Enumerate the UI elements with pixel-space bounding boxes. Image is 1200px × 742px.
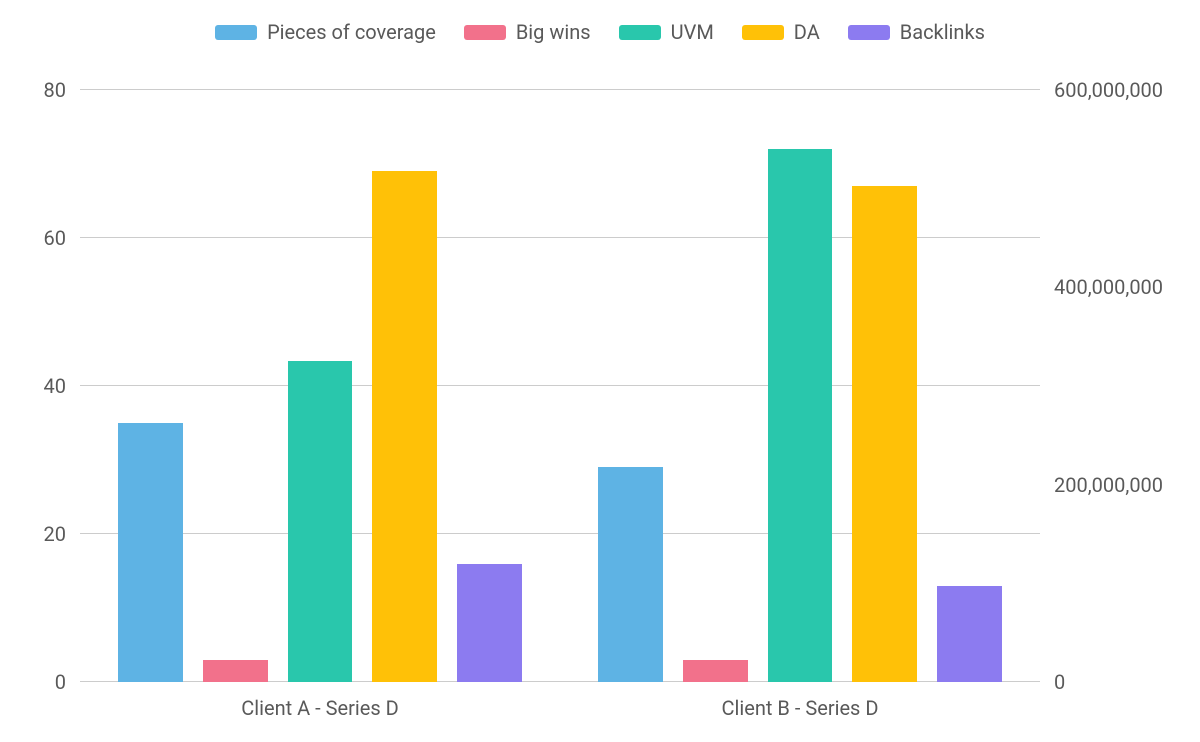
x-tick-label: Client B - Series D [722,682,879,720]
legend-label: Pieces of coverage [267,20,436,44]
bar [118,423,183,682]
bar [852,186,917,682]
bar [683,660,748,682]
legend-swatch [742,25,784,40]
chart-legend: Pieces of coverage Big wins UVM DA Backlinks [0,20,1200,44]
grid-line [80,89,1040,90]
legend-item: UVM [619,20,714,44]
y-right-tick-label: 0 [1040,670,1065,694]
legend-label: UVM [671,20,714,44]
chart-container: Pieces of coverage Big wins UVM DA Backlinks… [0,0,1200,742]
bar [457,564,522,682]
legend-item: Pieces of coverage [215,20,436,44]
legend-item: Backlinks [848,20,985,44]
legend-swatch [848,25,890,40]
bar [937,586,1002,682]
y-left-tick-label: 40 [44,374,80,398]
legend-item: Big wins [464,20,591,44]
legend-swatch [619,25,661,40]
legend-swatch [464,25,506,40]
y-right-tick-label: 600,000,000 [1040,78,1163,102]
legend-label: DA [794,20,820,44]
y-right-tick-label: 200,000,000 [1040,473,1163,497]
bar [203,660,268,682]
y-left-tick-label: 80 [44,78,80,102]
y-left-tick-label: 60 [44,226,80,250]
legend-swatch [215,25,257,40]
y-left-tick-label: 20 [44,522,80,546]
y-left-tick-label: 0 [55,670,80,694]
x-tick-label: Client A - Series D [241,682,399,720]
bar [288,361,353,682]
legend-label: Big wins [516,20,591,44]
legend-item: DA [742,20,820,44]
bar [372,171,437,682]
legend-label: Backlinks [900,20,985,44]
plot-area: 0204060800200,000,000400,000,000600,000,… [80,90,1040,682]
bar [768,149,833,682]
y-right-tick-label: 400,000,000 [1040,275,1163,299]
bar [598,467,663,682]
